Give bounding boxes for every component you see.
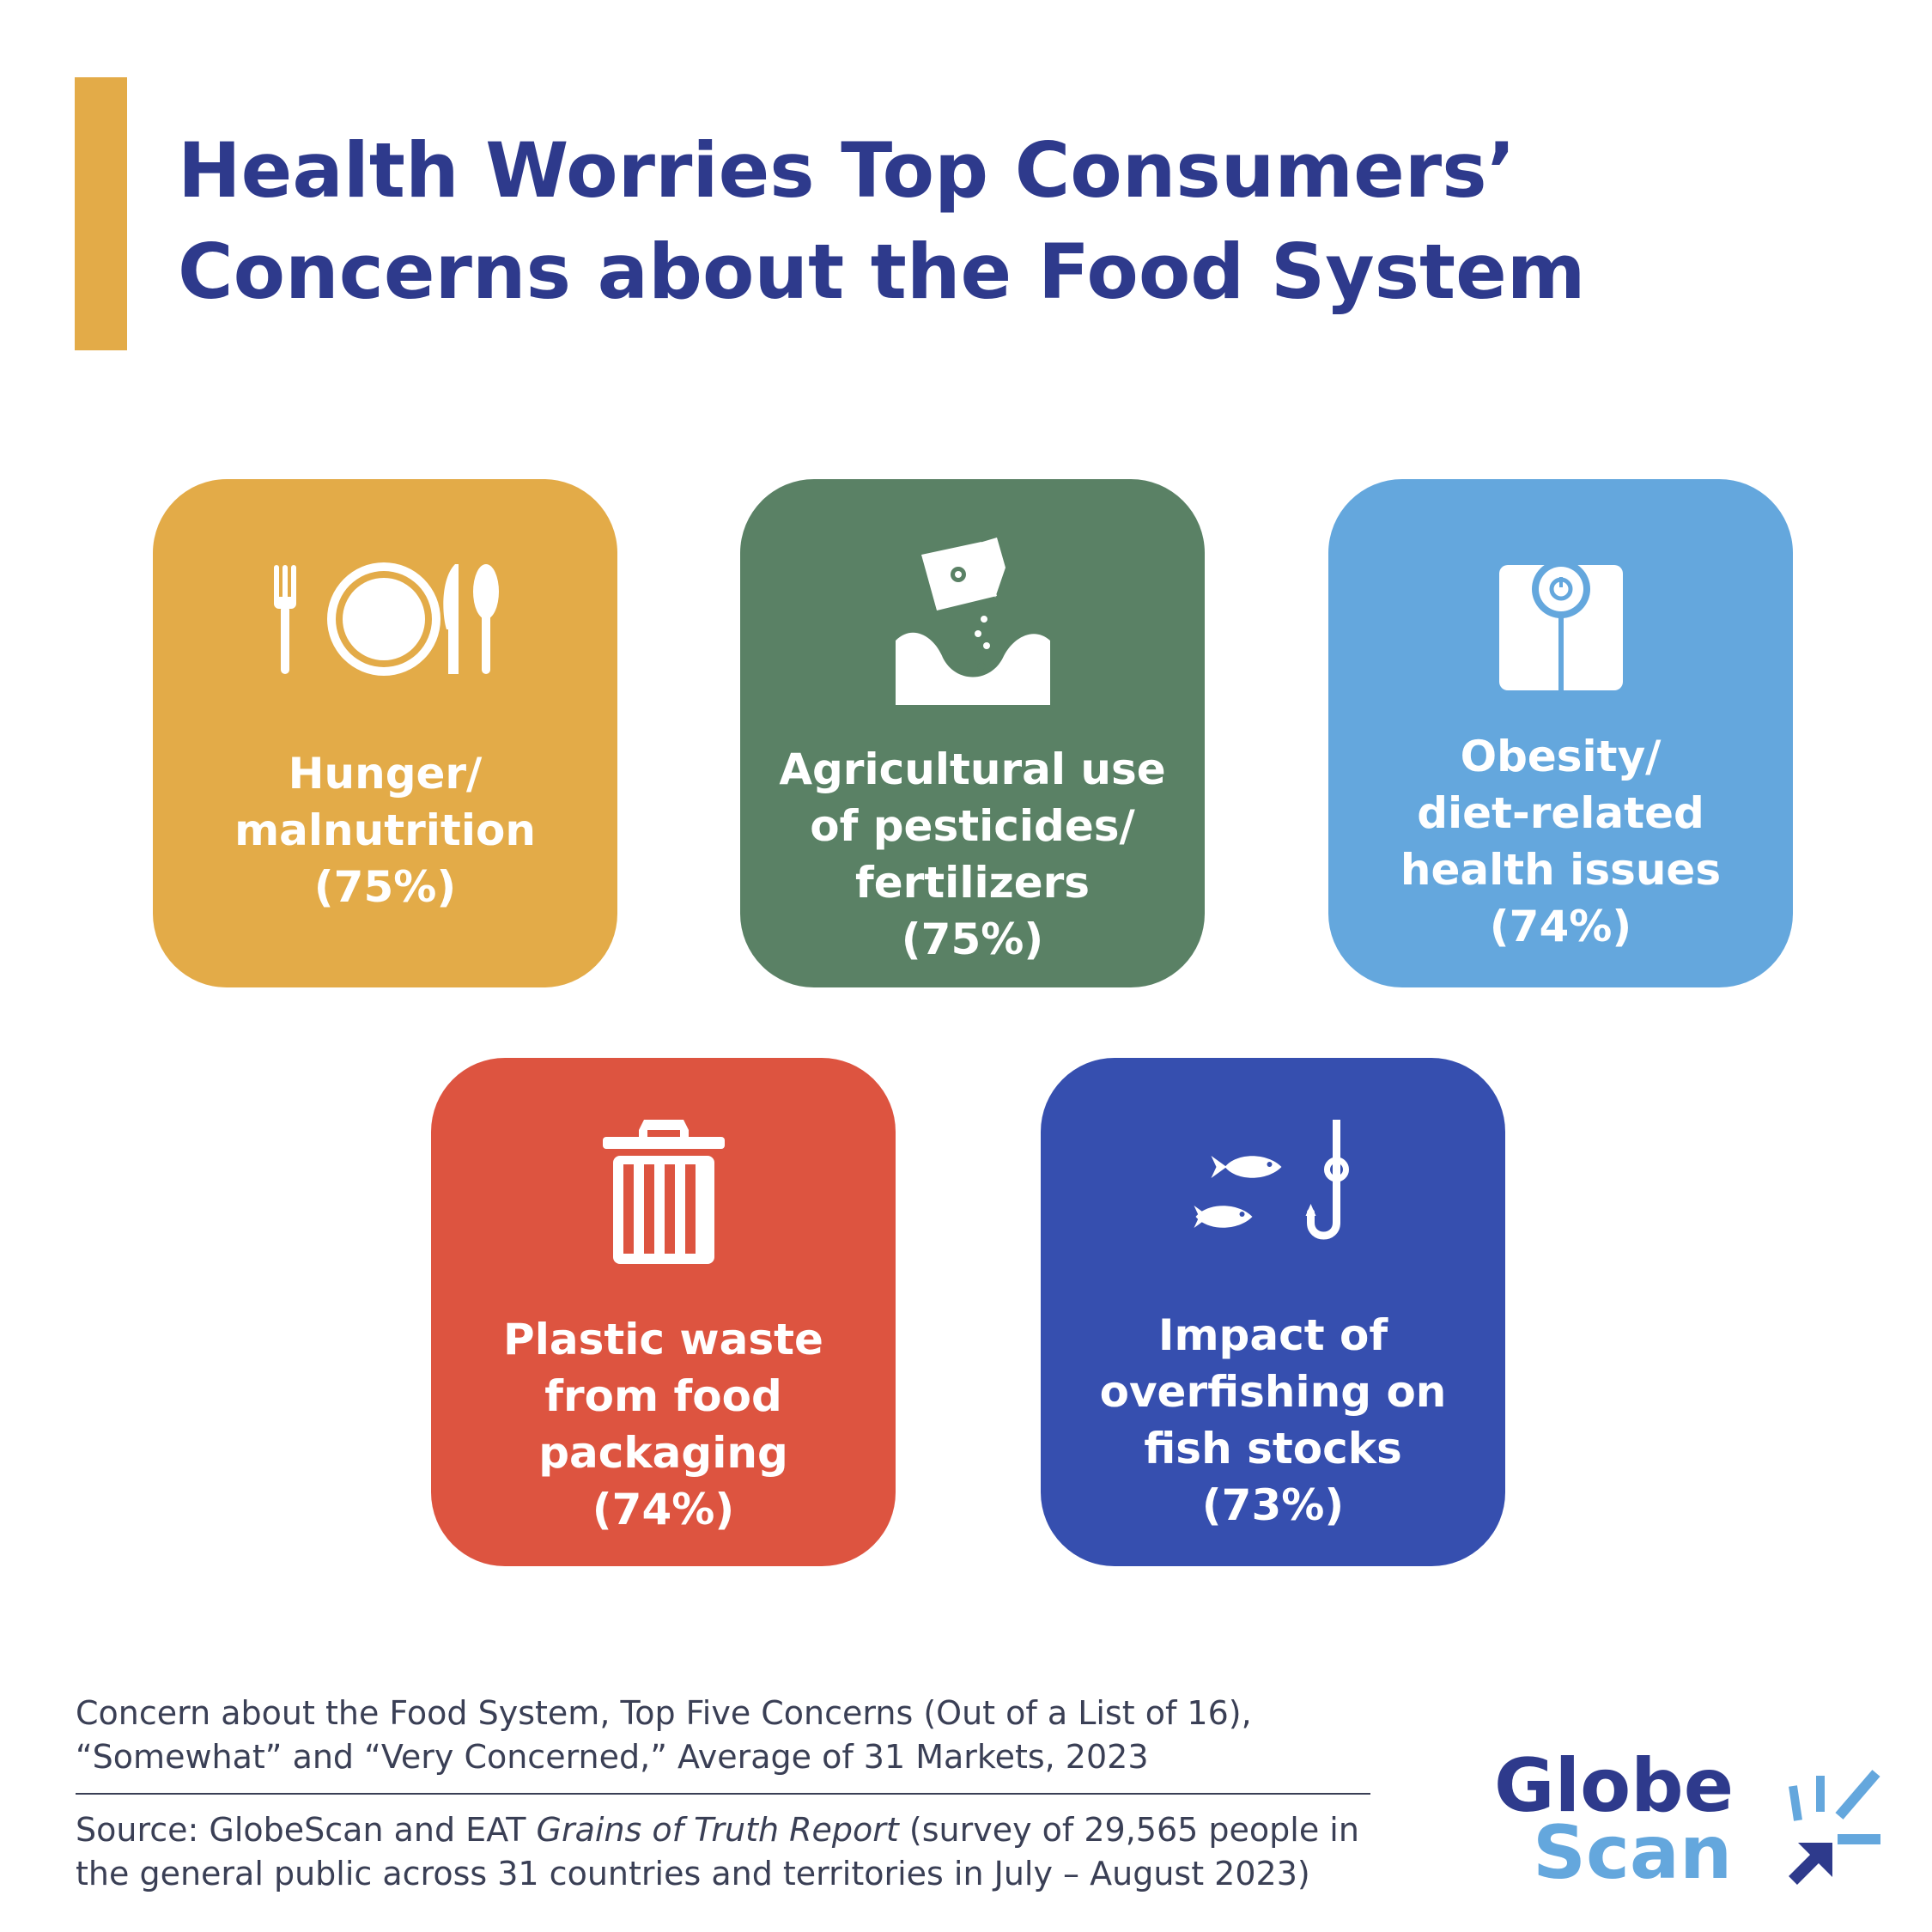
fish-hook-icon: [1194, 1120, 1349, 1240]
source-line: the general public across 31 countries a…: [76, 1855, 1310, 1893]
concern-label-line: of pesticides/: [810, 801, 1135, 851]
source-line: Source: GlobeScan and EAT Grains of Trut…: [76, 1808, 1381, 1852]
concern-card-plastic: Plastic waste from food packaging (74%): [431, 1058, 896, 1566]
source-report-title: Grains of Truth Report: [536, 1811, 899, 1849]
footnote-line: Concern about the Food System, Top Five …: [76, 1694, 1252, 1732]
chart-footnote: Concern about the Food System, Top Five …: [76, 1692, 1372, 1779]
concern-label-line: fish stocks: [1144, 1424, 1402, 1473]
concern-percent: (75%): [313, 862, 457, 912]
scale-icon: [1498, 565, 1623, 690]
concern-card-overfishing: Impact of overfishing on fish stocks (73…: [1041, 1058, 1505, 1566]
source-note: Source: GlobeScan and EAT Grains of Trut…: [76, 1808, 1381, 1896]
fertilizer-bag-icon: [895, 538, 1050, 705]
concern-label-line: fertilizers: [854, 858, 1091, 908]
concern-label-line: health issues: [1400, 845, 1722, 895]
plate-cutlery-icon: [273, 562, 499, 676]
footnote-divider: [76, 1793, 1370, 1795]
concern-label-line: overfishing on: [1099, 1367, 1447, 1417]
page-title-line-2: Concerns about the Food System: [178, 228, 1586, 316]
concern-label-line: diet-related: [1417, 788, 1704, 838]
concern-card-pesticides: Agricultural use of pesticides/ fertiliz…: [740, 479, 1205, 987]
page-title: Health Worries Top Consumers’ Concerns a…: [178, 120, 1809, 323]
concern-label-line: packaging: [538, 1428, 788, 1478]
title-accent-bar: [75, 77, 127, 350]
concern-card-obesity: Obesity/ diet-related health issues (74%…: [1328, 479, 1793, 987]
footnote-line: “Somewhat” and “Very Concerned,” Average…: [76, 1738, 1149, 1776]
concern-percent: (74%): [1489, 902, 1632, 951]
source-suffix: (survey of 29,565 people in: [898, 1811, 1359, 1849]
logo-burst-icon: [1789, 1770, 1880, 1885]
concern-percent: (74%): [592, 1485, 735, 1534]
concern-label-line: Impact of: [1157, 1310, 1388, 1360]
concern-percent: (73%): [1201, 1480, 1345, 1530]
trash-can-icon: [602, 1120, 725, 1264]
concern-card-hunger: Hunger/ malnutrition (75%): [153, 479, 617, 987]
concern-percent: (75%): [901, 914, 1044, 964]
concern-label-line: Obesity/: [1460, 732, 1662, 781]
page-title-line-1: Health Worries Top Consumers’: [178, 126, 1516, 215]
concern-label-line: Hunger/: [288, 749, 483, 799]
logo-word-globe: Globe: [1494, 1743, 1735, 1829]
concern-label-line: Plastic waste: [503, 1315, 823, 1364]
concern-label-line: from food: [544, 1371, 782, 1421]
globescan-logo: Globe Scan: [1490, 1743, 1902, 1898]
source-prefix: Source: GlobeScan and EAT: [76, 1811, 537, 1849]
concern-label-line: malnutrition: [234, 805, 536, 855]
logo-word-scan: Scan: [1533, 1810, 1733, 1896]
concern-label-line: Agricultural use: [779, 744, 1166, 794]
